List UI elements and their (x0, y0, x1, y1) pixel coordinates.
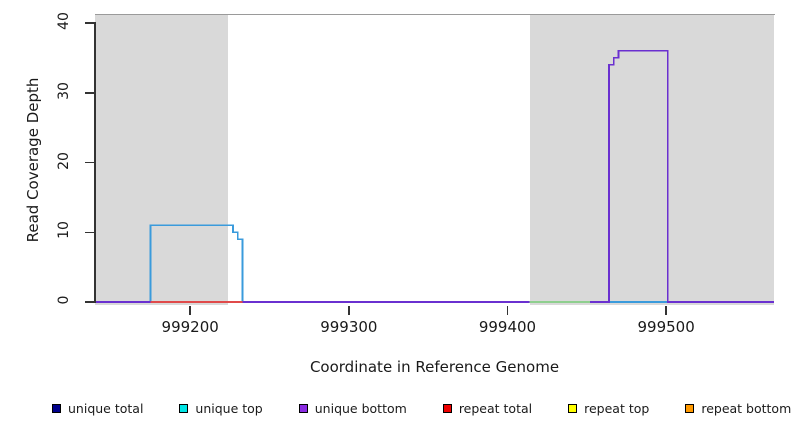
x-tick-label: 999300 (320, 318, 378, 336)
legend-label: repeat bottom (701, 400, 792, 416)
legend-swatch-icon (52, 403, 61, 413)
legend-label: repeat total (458, 400, 533, 416)
legend-item[interactable]: repeat bottom (685, 401, 791, 416)
y-tick (85, 161, 94, 164)
chart-legend: unique total unique top unique bottom re… (0, 398, 792, 418)
x-tick (665, 306, 667, 315)
y-axis-title: Read Coverage Depth (24, 77, 42, 243)
x-tick (348, 306, 350, 315)
y-tick (85, 92, 94, 94)
x-axis-title: Coordinate in Reference Genome (309, 358, 560, 376)
panel-top-rule (95, 14, 775, 15)
legend-swatch-icon (298, 403, 308, 413)
legend-swatch-icon (685, 403, 695, 413)
y-axis-line (94, 22, 96, 303)
legend-item[interactable]: repeat total (442, 400, 533, 416)
x-tick-label: 999400 (478, 318, 537, 336)
legend-swatch-icon (568, 403, 578, 413)
legend-label: unique total (68, 400, 144, 416)
x-tick (506, 306, 509, 315)
y-tick-label: 40 (56, 12, 72, 30)
legend-label: unique top (195, 400, 263, 416)
legend-item[interactable]: unique top (179, 400, 263, 416)
y-tick (85, 22, 94, 24)
x-tick (189, 306, 191, 315)
legend-swatch-icon (442, 403, 452, 413)
y-tick-label: 0 (56, 295, 72, 305)
series-unique-top (95, 224, 774, 303)
x-tick-label: 999500 (637, 318, 695, 336)
legend-item[interactable]: unique total (52, 401, 143, 416)
legend-item[interactable]: repeat top (568, 401, 649, 416)
series-lines (95, 50, 774, 303)
y-tick-label: 20 (56, 151, 72, 170)
legend-label: repeat top (584, 400, 650, 416)
shaded-region-right (529, 15, 774, 305)
shaded-region-left (95, 15, 229, 305)
y-tick-label: 10 (56, 221, 72, 240)
legend-item[interactable]: unique bottom (298, 400, 407, 416)
series-unique-bottom (95, 50, 774, 303)
x-tick-label: 999200 (161, 318, 219, 336)
legend-swatch-icon (179, 403, 189, 413)
y-tick (85, 301, 94, 303)
plot-panel (95, 15, 774, 305)
y-tick-label: 30 (56, 81, 72, 100)
y-tick (85, 231, 94, 233)
legend-label: unique bottom (314, 400, 407, 416)
